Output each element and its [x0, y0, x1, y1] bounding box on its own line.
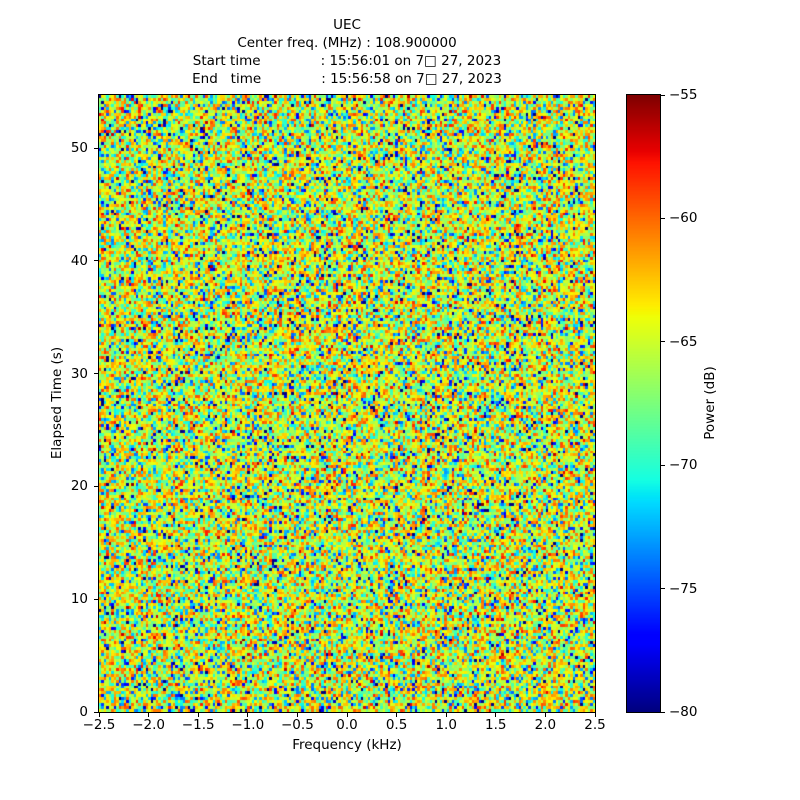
- center-freq-line: Center freq. (MHz) : 108.900000: [237, 35, 457, 51]
- y-tick: [94, 147, 98, 149]
- plot-title: UEC: [333, 17, 361, 33]
- x-tick-label: 0.5: [385, 717, 408, 733]
- colorbar-tick: [661, 464, 665, 466]
- y-tick-label: 40: [70, 252, 88, 269]
- colorbar-tick-label: −75: [669, 580, 698, 597]
- y-tick-label: 20: [70, 478, 88, 495]
- colorbar-tick: [661, 711, 665, 713]
- x-tick: [296, 713, 298, 717]
- x-tick: [396, 713, 398, 717]
- y-tick: [94, 598, 98, 600]
- colorbar-label: Power (dB): [702, 366, 718, 440]
- x-tick: [197, 713, 199, 717]
- x-tick: [247, 713, 249, 717]
- y-axis-label: Elapsed Time (s): [49, 346, 65, 460]
- x-tick: [445, 713, 447, 717]
- colorbar-tick-label: −65: [669, 333, 698, 350]
- x-tick: [594, 713, 596, 717]
- y-tick-label: 0: [79, 704, 88, 720]
- x-tick-label: −1.0: [231, 717, 265, 733]
- y-tick: [94, 373, 98, 375]
- start-time-line: Start time : 15:56:01 on 7□ 27, 2023: [192, 53, 502, 69]
- spectrogram-image: [99, 95, 595, 712]
- x-tick-label: −0.5: [281, 717, 314, 733]
- colorbar-tick: [661, 341, 665, 343]
- y-tick: [94, 485, 98, 487]
- end-time-line: End time : 15:56:58 on 7□ 27, 2023: [192, 71, 502, 87]
- y-tick: [94, 260, 98, 262]
- x-tick-label: −2.5: [82, 717, 116, 733]
- x-tick: [495, 713, 497, 717]
- x-tick: [148, 713, 150, 717]
- y-tick-label: 10: [70, 591, 88, 608]
- colorbar-tick-label: −80: [669, 704, 698, 720]
- colorbar-gradient: [627, 95, 660, 712]
- colorbar-tick: [661, 217, 665, 219]
- y-tick-label: 30: [70, 365, 88, 382]
- x-tick: [346, 713, 348, 717]
- x-tick: [544, 713, 546, 717]
- x-tick-label: −2.0: [132, 717, 165, 733]
- x-tick: [98, 713, 100, 717]
- x-axis-label: Frequency (kHz): [292, 737, 402, 753]
- x-tick-label: 2.5: [584, 717, 606, 733]
- colorbar-tick-label: −55: [669, 87, 698, 103]
- x-tick-label: 1.5: [485, 717, 507, 733]
- colorbar-tick-label: −70: [669, 457, 698, 474]
- title-block: UEC Center freq. (MHz) : 108.900000 Star…: [99, 16, 595, 88]
- x-tick-label: 1.0: [435, 717, 457, 733]
- x-tick-label: 0.0: [336, 717, 358, 733]
- colorbar-tick: [661, 94, 665, 96]
- y-tick: [94, 711, 98, 713]
- y-tick-label: 50: [70, 140, 88, 156]
- x-tick-label: −1.5: [181, 717, 215, 733]
- x-tick-label: 2.0: [534, 717, 557, 733]
- colorbar-tick-label: −60: [669, 210, 698, 227]
- colorbar-tick: [661, 588, 665, 590]
